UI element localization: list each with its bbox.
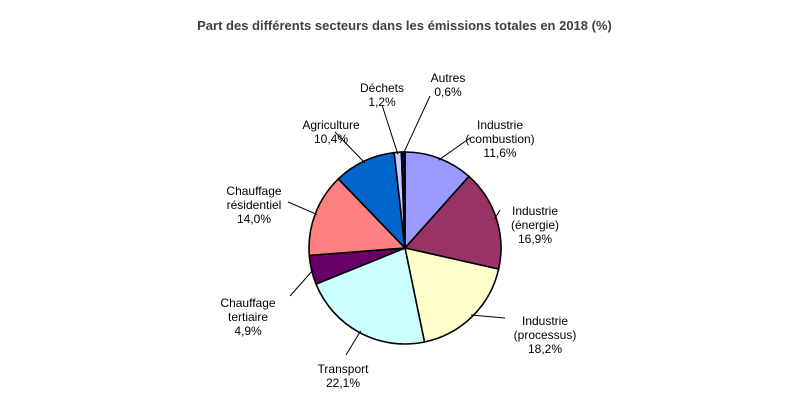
leader-line-5: [289, 269, 314, 297]
pie-slice-3: [403, 246, 500, 343]
leader-line-7: [334, 131, 366, 164]
leader-line-8: [381, 104, 399, 155]
slice-label-2: Industrie (énergie) 16,9%: [511, 204, 559, 246]
slice-label-4: Transport 22,1%: [318, 362, 370, 390]
leader-line-1: [438, 137, 471, 161]
pie-slice-2: [403, 175, 502, 271]
slice-label-6: Chauffage résidentiel 14,0%: [226, 184, 281, 226]
leader-line-2: [494, 209, 501, 220]
leader-line-6: [287, 201, 318, 216]
chart-title: Part des différents secteurs dans les ém…: [197, 18, 612, 33]
slice-label-8: Déchets 1,2%: [360, 81, 404, 109]
pie-slice-1: [404, 151, 471, 251]
leader-line-4: [345, 330, 362, 356]
leader-line-3: [470, 314, 506, 319]
slice-label-7: Agriculture 10,4%: [302, 118, 360, 146]
leader-line-9: [402, 95, 431, 155]
slice-label-3: Industrie (processus) 18,2%: [514, 314, 577, 356]
pie-slice-9: [400, 151, 406, 249]
slice-label-9: Autres 0,6%: [431, 71, 466, 99]
slice-label-1: Industrie (combustion) 11,6%: [465, 118, 534, 160]
slice-label-5: Chauffage tertiaire 4,9%: [220, 296, 275, 338]
